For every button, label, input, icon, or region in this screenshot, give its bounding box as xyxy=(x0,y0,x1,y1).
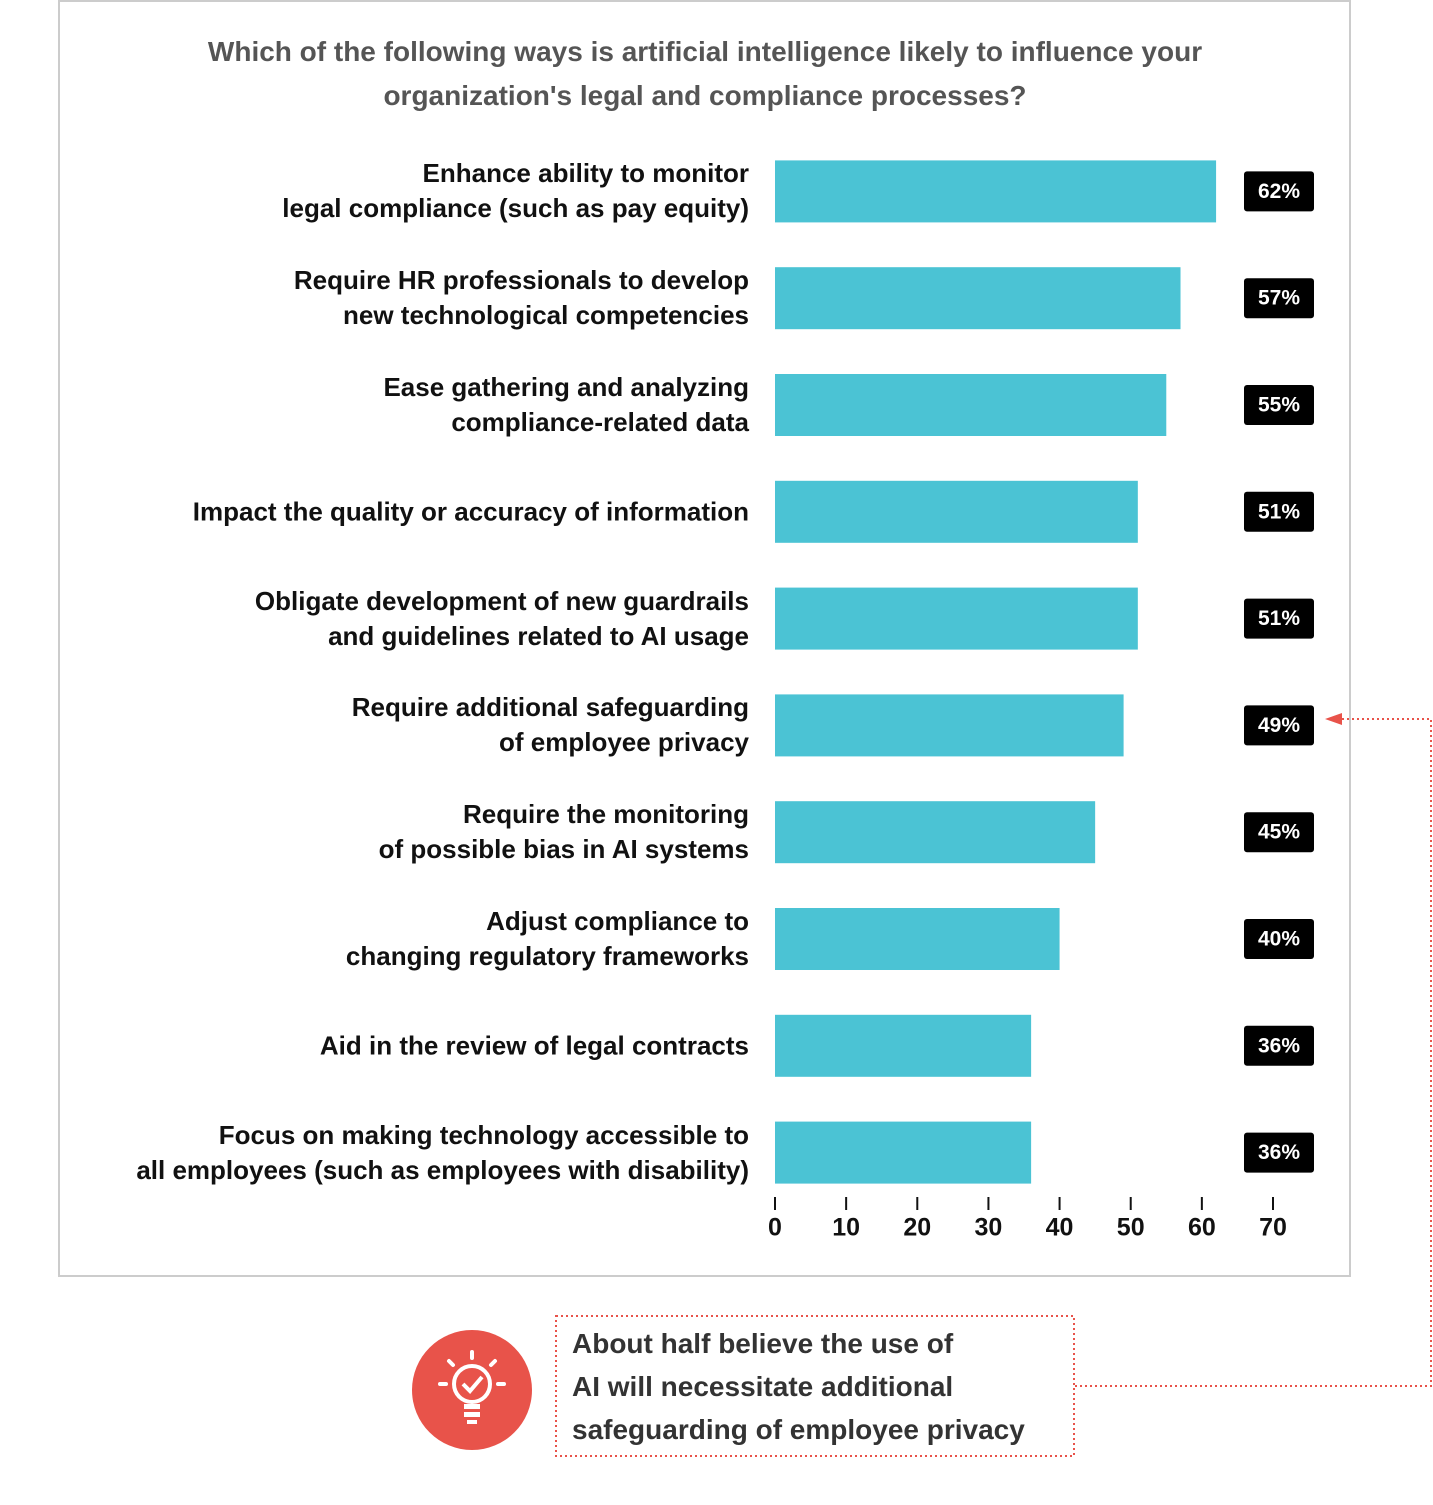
x-tick-label: 20 xyxy=(903,1214,931,1242)
value-label-box xyxy=(1244,919,1314,959)
chart-title: Which of the following ways is artificia… xyxy=(207,36,1203,111)
bar xyxy=(775,1121,1032,1184)
value-label: 62% xyxy=(1258,180,1300,203)
x-tick-label: 0 xyxy=(768,1214,782,1242)
value-label: 51% xyxy=(1258,500,1300,523)
frame xyxy=(58,0,1351,1277)
category-label: Impact the quality or accuracy of inform… xyxy=(192,496,749,527)
category-label: Require HR professionals to develop new … xyxy=(293,265,749,331)
x-tick-label: 50 xyxy=(1117,1214,1145,1242)
value-label-box xyxy=(1244,1132,1314,1173)
value-label: 45% xyxy=(1258,821,1300,844)
value-label: 55% xyxy=(1258,394,1300,417)
value-label: 49% xyxy=(1258,714,1300,737)
value-label-box xyxy=(1244,491,1314,532)
value-label-box xyxy=(1244,278,1314,319)
category-label: Obligate development of new guardrails a… xyxy=(254,585,749,651)
category-label: Ease gathering and analyzing compliance-… xyxy=(383,372,749,437)
bar xyxy=(775,587,1138,650)
value-label-box xyxy=(1244,812,1314,853)
value-label: 57% xyxy=(1258,287,1300,310)
arrow-head xyxy=(1325,713,1342,725)
value-label: 36% xyxy=(1258,1034,1300,1057)
category-label: Aid in the review of legal contracts xyxy=(319,1030,749,1061)
value-label-box xyxy=(1244,1025,1314,1066)
value-label: 40% xyxy=(1258,928,1300,951)
value-label-box xyxy=(1244,385,1314,425)
category-label: Adjust compliance to changing regulatory… xyxy=(345,906,749,971)
bar xyxy=(775,160,1217,223)
value-label: 51% xyxy=(1258,607,1300,630)
category-label: Enhance ability to monitor legal complia… xyxy=(282,158,749,224)
bar xyxy=(775,480,1138,543)
bar xyxy=(775,908,1060,970)
bar xyxy=(775,694,1124,757)
note-box xyxy=(555,1315,1075,1457)
category-label: Focus on making technology accessible to… xyxy=(136,1119,749,1185)
value-label-box xyxy=(1244,598,1314,639)
x-tick-label: 60 xyxy=(1188,1214,1216,1242)
value-label-box xyxy=(1244,705,1314,746)
value-label-box xyxy=(1244,171,1314,212)
category-label: Require the monitoring of possible bias … xyxy=(378,799,749,865)
icon xyxy=(412,1330,532,1450)
bar xyxy=(775,801,1096,864)
bar xyxy=(775,1014,1032,1077)
x-tick-label: 10 xyxy=(832,1214,860,1242)
x-tick-label: 70 xyxy=(1259,1214,1287,1242)
bar xyxy=(775,374,1167,436)
category-label: Require additional safeguarding of emplo… xyxy=(351,692,749,758)
x-tick-label: 40 xyxy=(1046,1214,1074,1242)
bar xyxy=(775,267,1181,330)
value-label: 36% xyxy=(1258,1141,1300,1164)
annotation: About half believe the use of AI will ne… xyxy=(572,1328,1025,1445)
x-tick-label: 30 xyxy=(975,1214,1003,1242)
